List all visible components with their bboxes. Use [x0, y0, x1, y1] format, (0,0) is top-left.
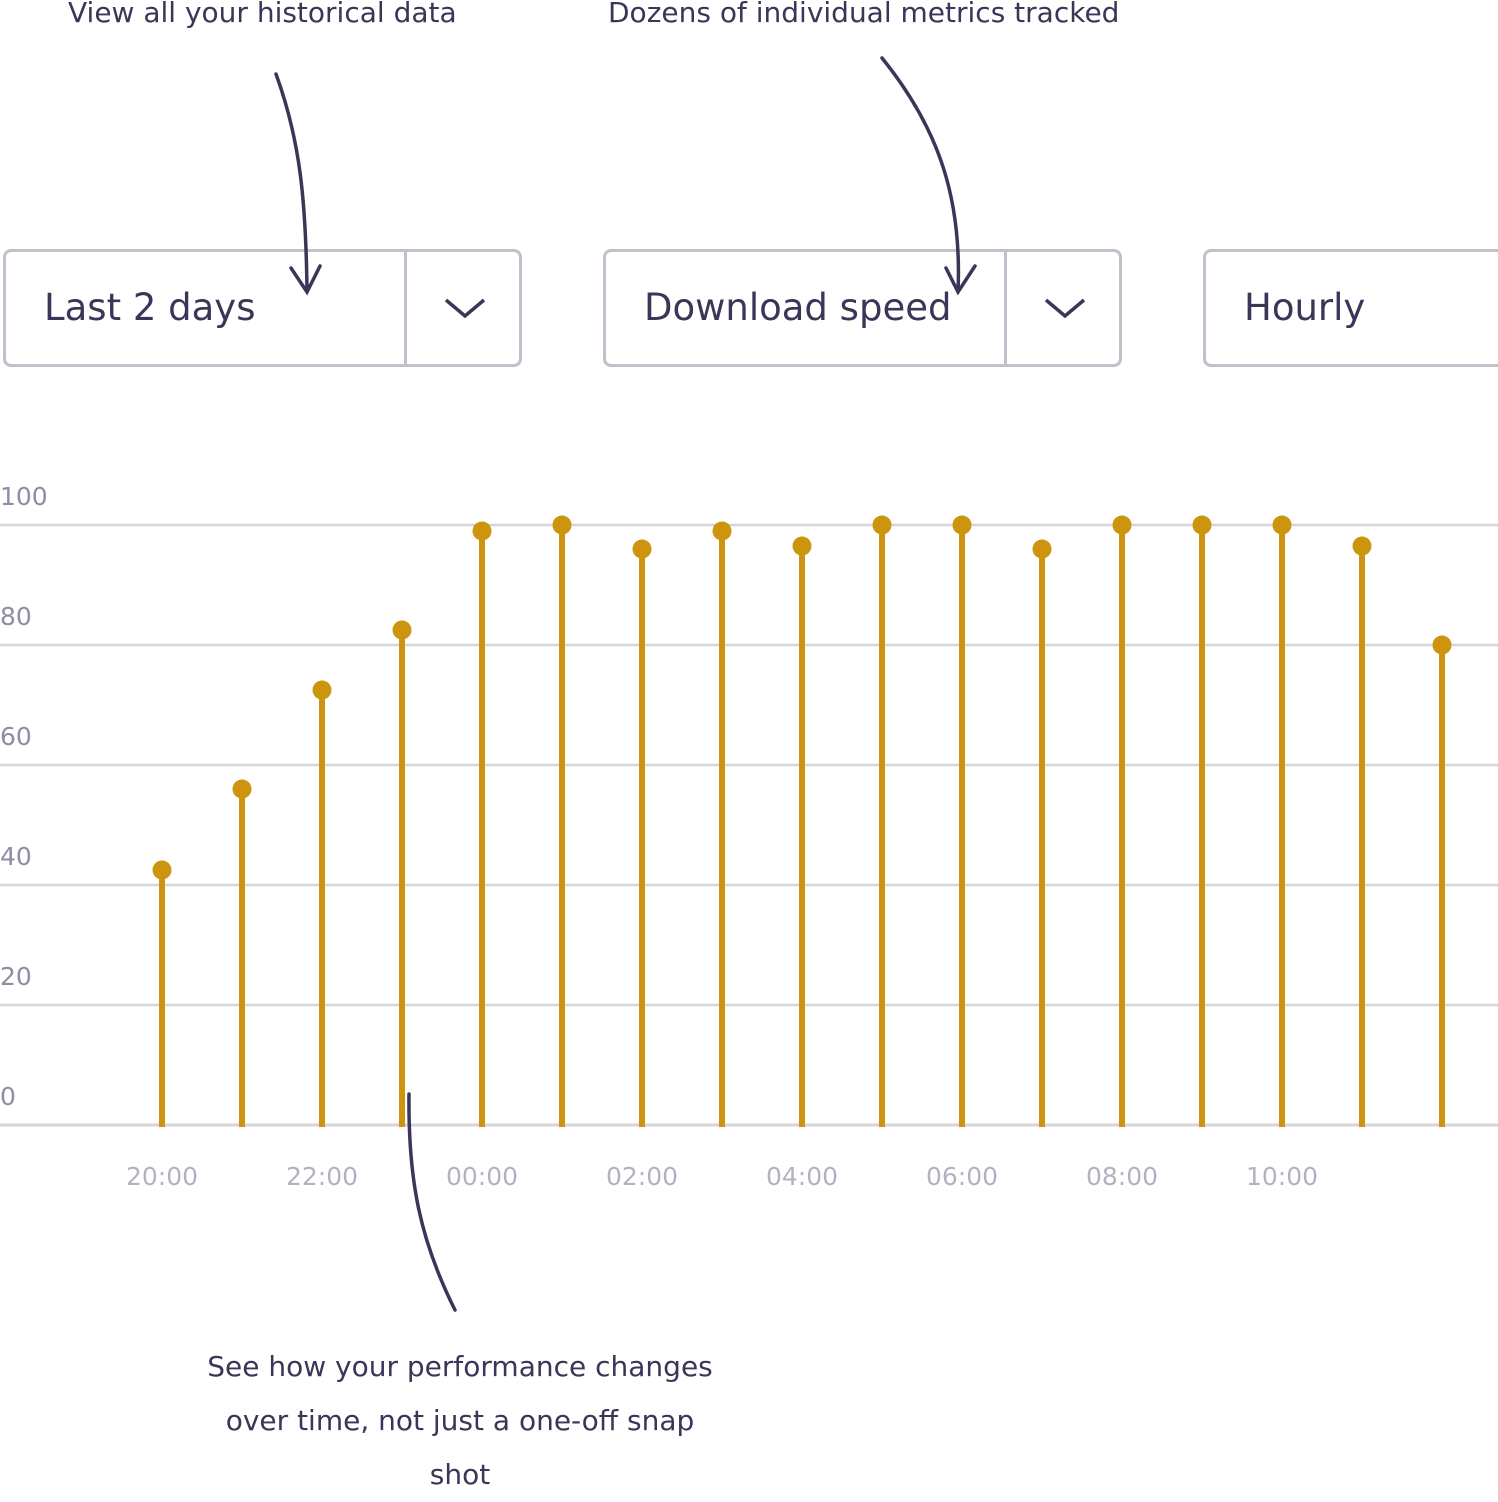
- data-point: [632, 539, 652, 559]
- range-value: Last 2 days: [44, 286, 256, 329]
- data-point: [712, 521, 732, 541]
- interval-value: Hourly: [1244, 286, 1366, 329]
- data-point: [552, 515, 572, 535]
- divider: [404, 252, 407, 364]
- arrow-metrics: [880, 56, 977, 296]
- range-dropdown[interactable]: Last 2 days: [3, 249, 522, 367]
- data-point: [1032, 539, 1052, 559]
- chevron-down-icon[interactable]: [442, 292, 488, 322]
- data-point: [1192, 515, 1212, 535]
- data-point: [472, 521, 492, 541]
- y-tick-label: 40: [0, 842, 32, 871]
- data-point: [232, 779, 252, 799]
- annotation-performance: See how your performance changes over ti…: [207, 1350, 713, 1491]
- data-point: [872, 515, 892, 535]
- data-point: [1272, 515, 1292, 535]
- data-point: [792, 536, 812, 556]
- data-point: [152, 860, 172, 880]
- data-point: [1352, 536, 1372, 556]
- data-point: [952, 515, 972, 535]
- y-tick-label: 60: [0, 722, 32, 751]
- data-point: [312, 680, 332, 700]
- divider: [1004, 252, 1007, 364]
- x-tick-label: 06:00: [926, 1162, 998, 1191]
- x-tick-label: 04:00: [766, 1162, 838, 1191]
- chevron-down-icon[interactable]: [1042, 292, 1088, 322]
- x-tick-label: 22:00: [286, 1162, 358, 1191]
- x-tick-label: 02:00: [606, 1162, 678, 1191]
- data-point: [392, 620, 412, 640]
- y-tick-label: 20: [0, 962, 32, 991]
- metric-value: Download speed: [644, 286, 952, 329]
- y-tick-label: 80: [0, 602, 32, 631]
- x-tick-label: 00:00: [446, 1162, 518, 1191]
- annotation-history: View all your historical data: [68, 0, 457, 29]
- annotation-metrics: Dozens of individual metrics tracked: [608, 0, 1120, 29]
- arrow-history: [274, 72, 322, 296]
- arrow-performance: [407, 1092, 457, 1312]
- x-tick-label: 10:00: [1246, 1162, 1318, 1191]
- data-point: [1432, 635, 1452, 655]
- data-point: [1112, 515, 1132, 535]
- y-tick-label: 100: [0, 482, 48, 511]
- x-tick-label: 08:00: [1086, 1162, 1158, 1191]
- y-tick-label: 0: [0, 1082, 16, 1111]
- interval-dropdown[interactable]: Hourly: [1203, 249, 1498, 367]
- metric-dropdown[interactable]: Download speed: [603, 249, 1122, 367]
- x-tick-label: 20:00: [126, 1162, 198, 1191]
